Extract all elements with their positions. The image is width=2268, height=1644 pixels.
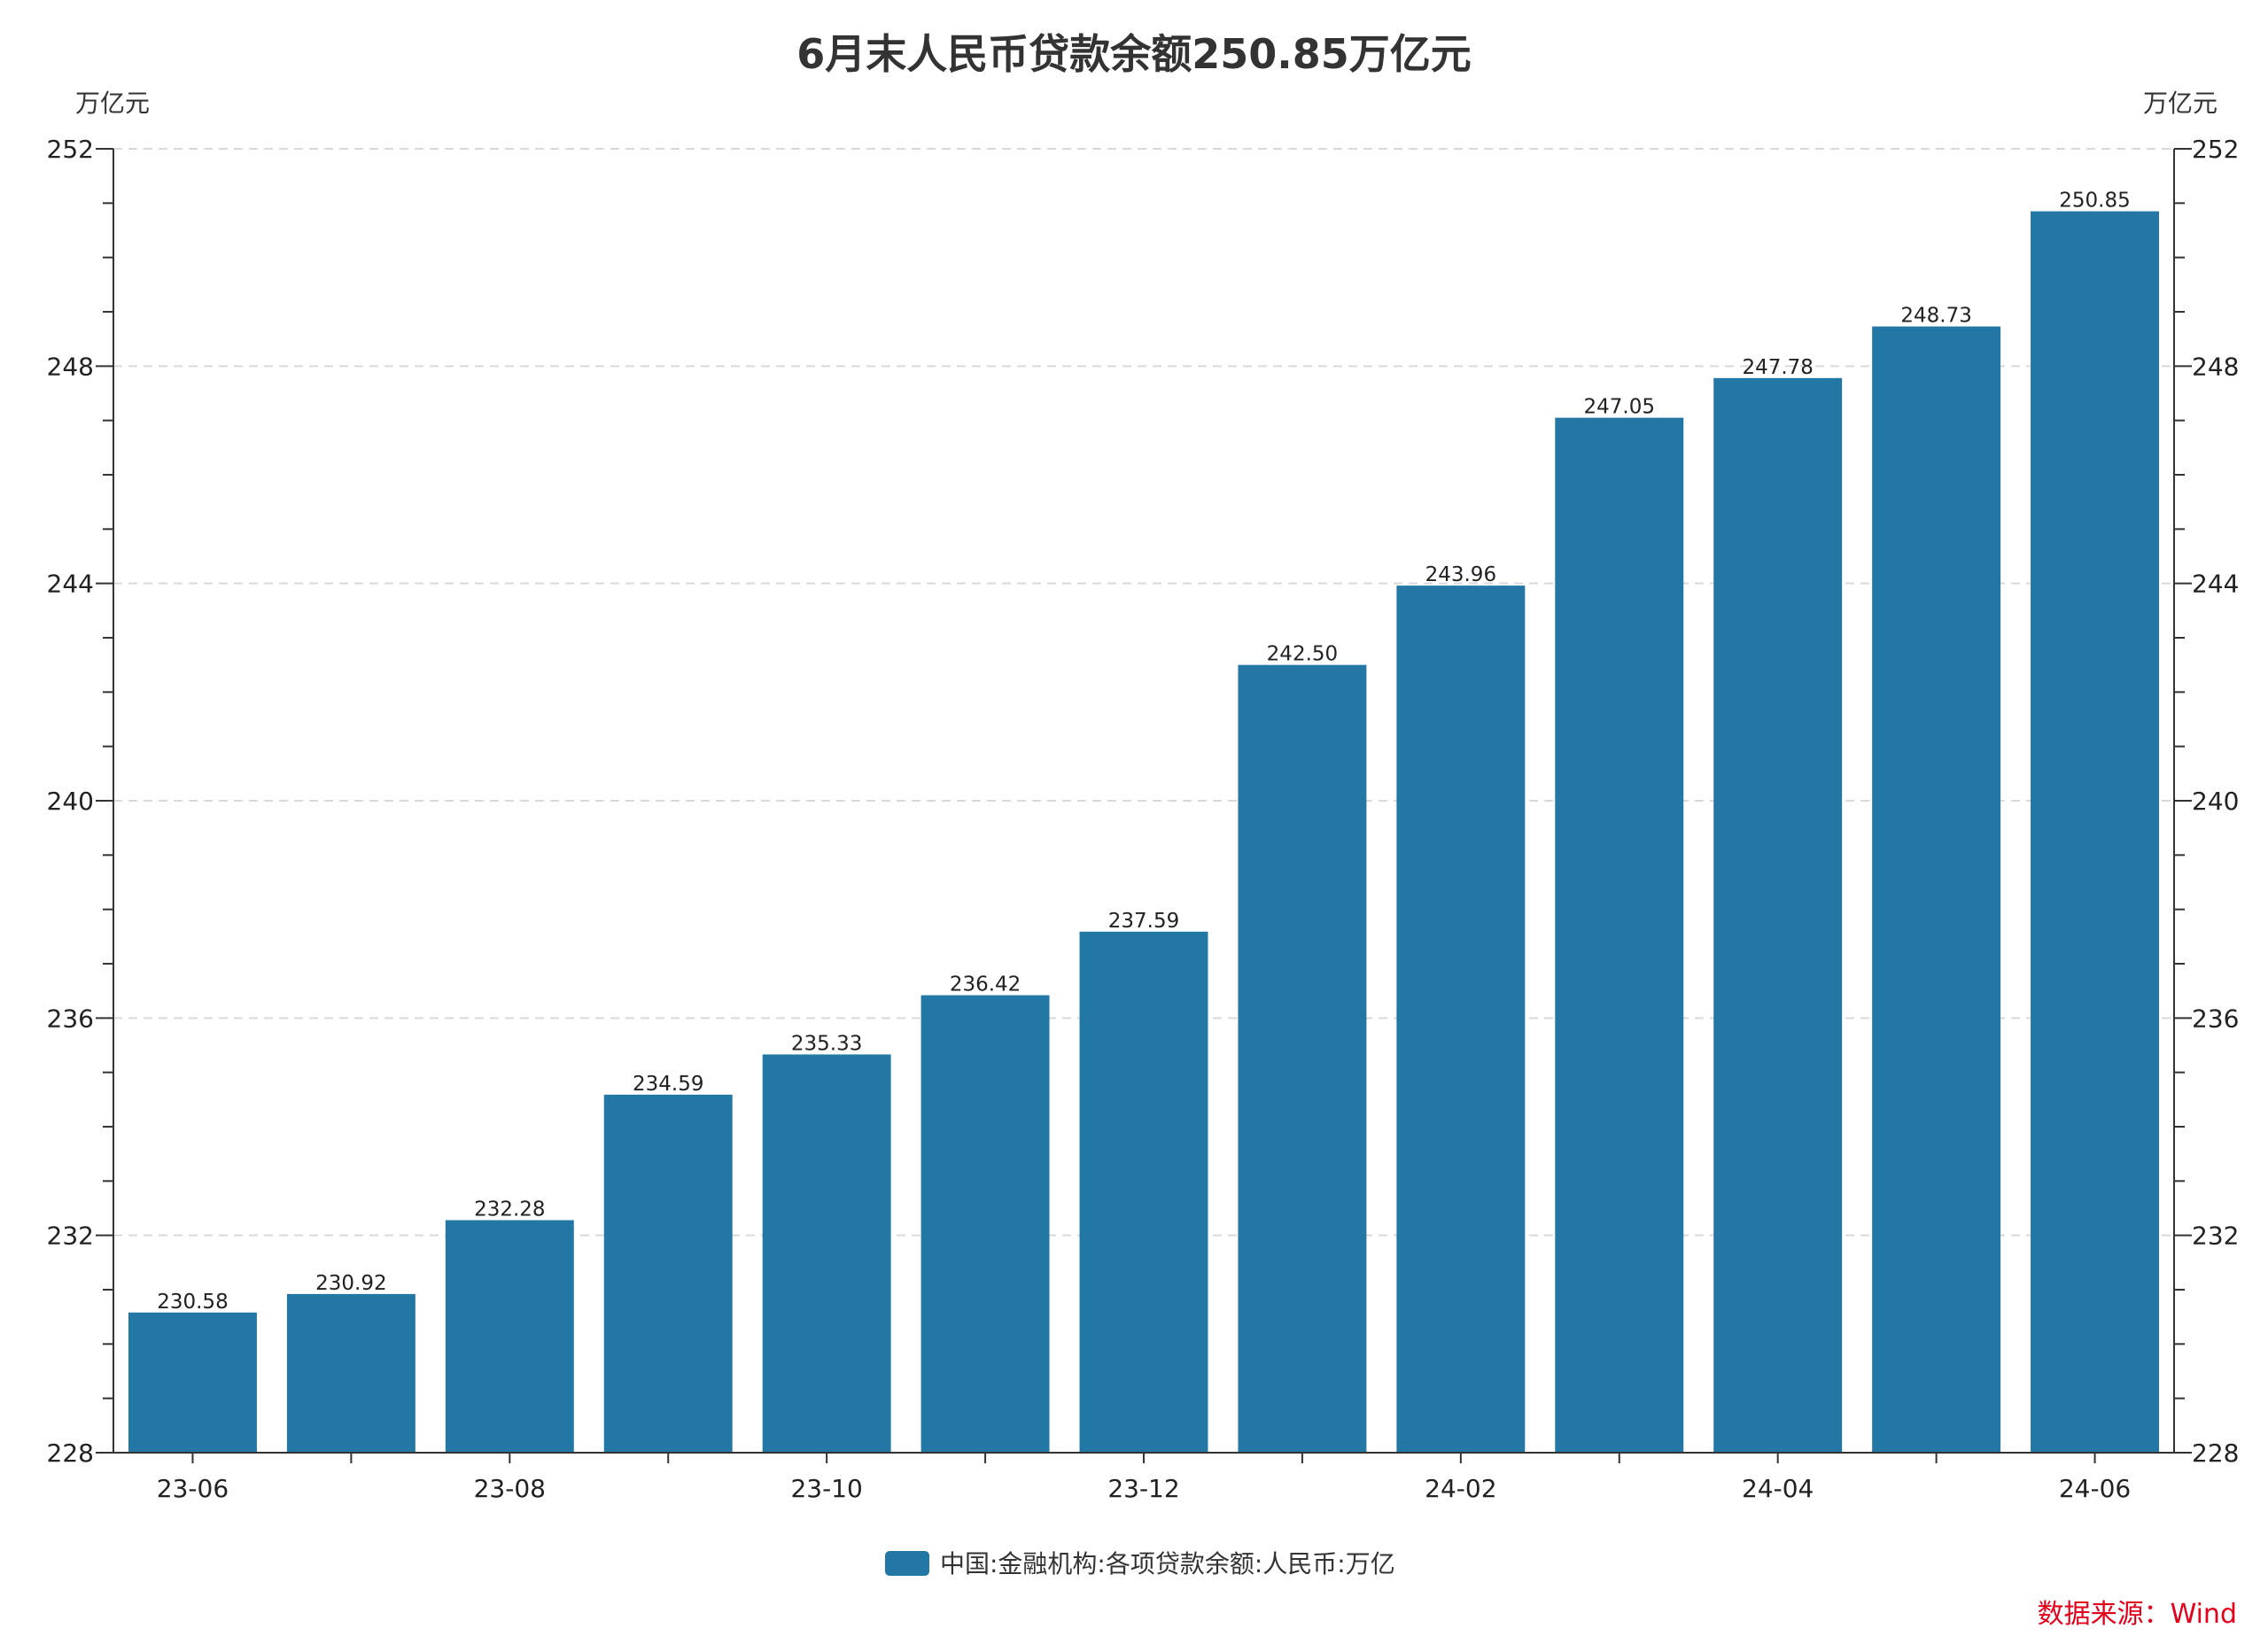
legend-label: 中国:金融机构:各项贷款余额:人民币:万亿 [940,1549,1395,1578]
bar [603,1094,733,1453]
chart-title: 6月末人民币贷款余额250.85万亿元 [796,30,1472,78]
x-tick-label: 23-06 [157,1474,229,1503]
legend-swatch [885,1551,929,1576]
left-y-tick-label: 228 [47,1438,94,1468]
bar [762,1054,891,1453]
bar-value-label: 247.05 [1584,396,1655,419]
bar [1396,585,1526,1453]
bar [128,1312,257,1453]
right-y-tick-label: 232 [2192,1221,2239,1251]
bar-value-label: 243.96 [1425,563,1496,586]
bar-value-label: 248.73 [1900,305,1971,328]
bar [2031,211,2160,1454]
bar-value-label: 247.78 [1742,356,1813,379]
bar-value-label: 234.59 [633,1073,703,1096]
left-y-tick-label: 240 [47,787,94,816]
left-y-tick-label: 236 [47,1004,94,1033]
bar-value-label: 230.92 [315,1272,386,1295]
bar-value-label: 232.28 [474,1198,545,1221]
right-y-tick-label: 228 [2192,1438,2239,1468]
x-tick-label: 24-06 [2059,1474,2131,1503]
data-source: 数据来源：Wind [2038,1599,2237,1630]
right-y-tick-label: 252 [2192,135,2239,164]
left-y-tick-label: 232 [47,1221,94,1251]
bar [1555,417,1684,1454]
bar [1713,377,1843,1453]
axes: 228 228 232 232 236 236 240 240 244 244 248 248 252 2… [47,135,2240,1503]
x-tick-label: 23-08 [474,1474,546,1503]
bars: 230.58 230.92 232.28 234.59 235.33 236.42 237.… [128,190,2160,1454]
left-y-tick-label: 248 [47,352,94,381]
left-axis-unit: 万亿元 [75,89,150,118]
bar [445,1220,574,1453]
right-y-tick-label: 236 [2192,1004,2239,1033]
bar [1238,664,1367,1453]
bar [1872,326,2001,1453]
left-y-tick-label: 244 [47,570,94,599]
left-y-tick-label: 252 [47,135,94,164]
bar-value-label: 236.42 [950,973,1021,996]
right-y-tick-label: 240 [2192,787,2239,816]
x-tick-label: 24-02 [1425,1474,1496,1503]
bar [920,995,1050,1453]
x-tick-label: 23-12 [1107,1474,1179,1503]
bar-value-label: 237.59 [1108,910,1179,933]
bar [1079,931,1208,1453]
bar-value-label: 242.50 [1267,643,1338,666]
x-tick-label: 24-04 [1742,1474,1814,1503]
right-axis-unit: 万亿元 [2143,89,2218,118]
x-tick-label: 23-10 [790,1474,862,1503]
bar-value-label: 235.33 [791,1032,862,1055]
right-y-tick-label: 248 [2192,352,2239,381]
bar-value-label: 230.58 [157,1291,228,1314]
legend[interactable]: 中国:金融机构:各项贷款余额:人民币:万亿 [885,1549,1395,1578]
bar-value-label: 250.85 [2059,190,2130,213]
bar [286,1293,416,1453]
right-y-tick-label: 244 [2192,570,2239,599]
